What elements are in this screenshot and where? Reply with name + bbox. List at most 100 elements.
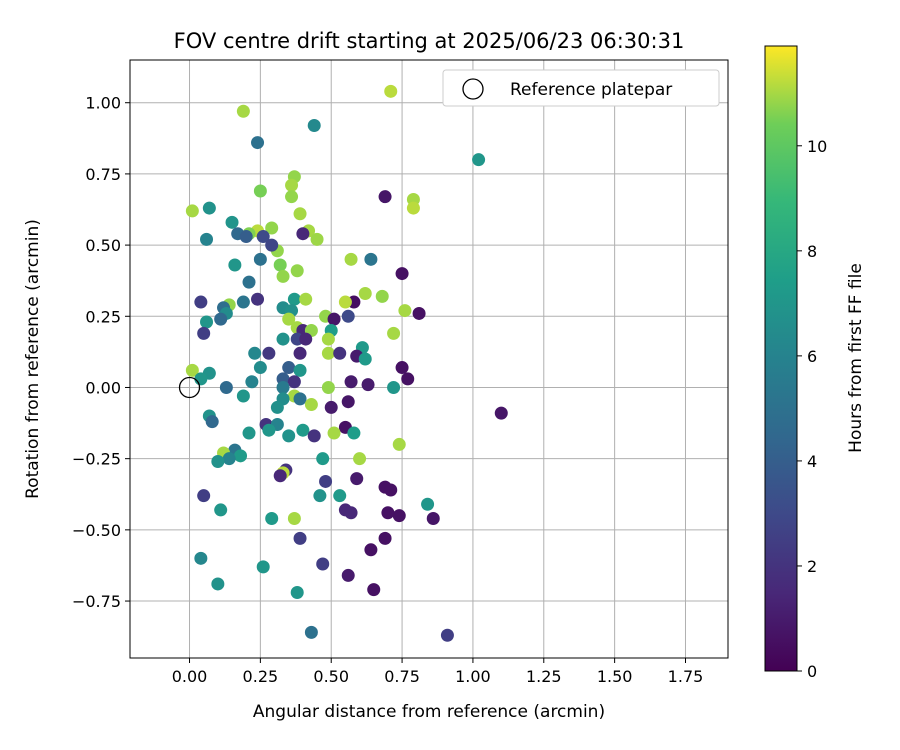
data-point bbox=[262, 423, 276, 437]
data-point bbox=[282, 429, 296, 443]
data-point bbox=[378, 190, 392, 204]
data-point bbox=[353, 452, 367, 466]
y-tick-label: 0.50 bbox=[85, 236, 121, 255]
x-axis-ticks: 0.00 0.25 0.50 0.75 1.00 1.25 1.50 1.75 bbox=[172, 658, 704, 686]
data-point bbox=[194, 551, 208, 565]
colorbar-tick-label: 10 bbox=[807, 137, 827, 156]
data-point bbox=[256, 560, 270, 574]
data-point bbox=[214, 503, 228, 517]
data-point bbox=[222, 452, 236, 466]
data-point bbox=[341, 309, 355, 323]
legend-marker-circle-icon bbox=[462, 78, 484, 100]
data-point bbox=[236, 295, 250, 309]
data-point bbox=[375, 289, 389, 303]
data-point bbox=[299, 332, 313, 346]
colorbar-tick-label: 2 bbox=[807, 557, 817, 576]
y-tick-label: 0.00 bbox=[85, 378, 121, 397]
data-point bbox=[276, 269, 290, 283]
y-axis-ticks: −0.75 −0.50 −0.25 0.00 0.25 0.50 0.75 1.00 bbox=[72, 94, 130, 611]
x-tick-label: 0.75 bbox=[384, 667, 420, 686]
data-point bbox=[321, 380, 335, 394]
data-point bbox=[321, 332, 335, 346]
data-point bbox=[344, 506, 358, 520]
data-point bbox=[248, 346, 262, 360]
data-point bbox=[327, 312, 341, 326]
data-point bbox=[276, 380, 290, 394]
data-point bbox=[333, 346, 347, 360]
data-point bbox=[276, 332, 290, 346]
data-point bbox=[381, 506, 395, 520]
data-point bbox=[200, 232, 214, 246]
data-point bbox=[378, 531, 392, 545]
data-point bbox=[211, 577, 225, 591]
data-point bbox=[304, 625, 318, 639]
x-tick-label: 0.25 bbox=[243, 667, 279, 686]
y-tick-label: 1.00 bbox=[85, 94, 121, 113]
data-point bbox=[299, 292, 313, 306]
legend: Reference platepar bbox=[442, 69, 720, 107]
data-point bbox=[197, 489, 211, 503]
data-point bbox=[253, 361, 267, 375]
colorbar-label: Hours from first FF file bbox=[846, 263, 866, 453]
data-point bbox=[384, 84, 398, 98]
reference-platepar-marker bbox=[178, 376, 201, 399]
data-point bbox=[205, 415, 219, 429]
data-point bbox=[344, 252, 358, 266]
y-tick-label: −0.25 bbox=[72, 450, 121, 469]
data-point bbox=[290, 586, 304, 600]
data-point bbox=[327, 426, 341, 440]
data-point bbox=[392, 437, 406, 451]
x-tick-label: 1.75 bbox=[668, 667, 704, 686]
data-point bbox=[293, 531, 307, 545]
x-tick-label: 0.00 bbox=[172, 667, 208, 686]
data-points bbox=[185, 84, 508, 642]
x-tick-label: 0.50 bbox=[313, 667, 349, 686]
y-tick-label: −0.50 bbox=[72, 521, 121, 540]
data-point bbox=[316, 452, 330, 466]
data-point bbox=[262, 346, 276, 360]
data-point bbox=[194, 372, 208, 386]
data-point bbox=[253, 184, 267, 198]
data-point bbox=[472, 153, 486, 167]
data-point bbox=[367, 583, 381, 597]
data-point bbox=[287, 292, 301, 306]
colorbar-tick-label: 8 bbox=[807, 242, 817, 261]
data-point bbox=[421, 497, 435, 511]
data-point bbox=[253, 252, 267, 266]
data-point bbox=[265, 511, 279, 525]
data-point bbox=[197, 326, 211, 340]
data-point bbox=[282, 361, 296, 375]
legend-box bbox=[442, 69, 720, 107]
colorbar-tick-label: 4 bbox=[807, 452, 817, 471]
data-point bbox=[285, 178, 299, 192]
plot-frame bbox=[129, 59, 729, 659]
data-point bbox=[310, 232, 324, 246]
data-point bbox=[387, 380, 401, 394]
data-point bbox=[194, 295, 208, 309]
data-point bbox=[384, 483, 398, 497]
data-point bbox=[293, 346, 307, 360]
data-point bbox=[290, 264, 304, 278]
data-point bbox=[304, 398, 318, 412]
data-point bbox=[316, 557, 330, 571]
colorbar-tick-label: 6 bbox=[807, 347, 817, 366]
data-point bbox=[236, 104, 250, 118]
data-point bbox=[273, 258, 287, 272]
colorbar-tick-label: 0 bbox=[807, 662, 817, 681]
data-point bbox=[344, 375, 358, 389]
data-point bbox=[287, 511, 301, 525]
data-point bbox=[202, 201, 216, 215]
data-point bbox=[282, 312, 296, 326]
data-point bbox=[225, 215, 239, 229]
data-point bbox=[214, 312, 228, 326]
data-point bbox=[185, 204, 199, 218]
data-point bbox=[395, 267, 409, 281]
y-axis-label: Rotation from reference (arcmin) bbox=[23, 219, 43, 499]
data-point bbox=[387, 326, 401, 340]
data-point bbox=[239, 230, 253, 244]
data-point bbox=[265, 238, 279, 252]
x-tick-label: 1.00 bbox=[455, 667, 491, 686]
data-point bbox=[494, 406, 508, 420]
data-point bbox=[364, 543, 378, 557]
data-point bbox=[293, 207, 307, 221]
